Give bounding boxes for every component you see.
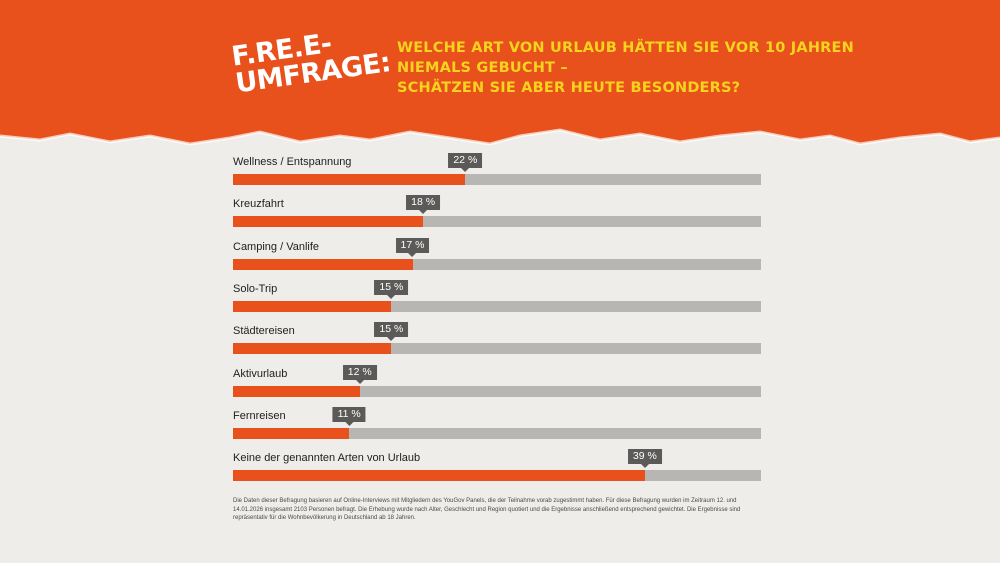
bar	[233, 216, 424, 228]
survey-question: WELCHE ART VON URLAUB HÄTTEN SIE VOR 10 …	[397, 38, 854, 98]
category-label: Keine der genannten Arten von Urlaub	[233, 452, 421, 465]
value-label: 18 %	[406, 195, 441, 215]
value-label: 22 %	[448, 153, 483, 172]
bar-track	[233, 470, 761, 482]
category-label: Kreuzfahrt	[233, 198, 284, 211]
bar	[233, 300, 392, 312]
category-label: Solo-Trip	[233, 282, 278, 295]
bar-row: Städtereisen 15 %	[233, 319, 761, 359]
header-banner	[0, 0, 1000, 150]
question-line-1: WELCHE ART VON URLAUB HÄTTEN SIE VOR 10 …	[397, 40, 854, 56]
bar-track	[233, 174, 761, 185]
bar-track	[233, 385, 761, 397]
value-label: 39 %	[627, 449, 662, 469]
bar-row: Fernreisen 11 %	[233, 404, 761, 444]
value-label: 11 %	[332, 406, 366, 426]
category-label: Camping / Vanlife	[233, 240, 320, 253]
bar	[233, 258, 413, 270]
bar-track	[233, 216, 761, 228]
bar-track	[233, 258, 761, 270]
bar-track	[233, 427, 761, 439]
category-label: Aktivurlaub	[233, 367, 288, 380]
bar	[233, 343, 392, 355]
bar	[233, 427, 350, 439]
bar-row: Camping / Vanlife 17 %	[233, 235, 761, 275]
question-line-3: SCHÄTZEN SIE ABER HEUTE BESONDERS?	[397, 80, 741, 96]
bar-row: Keine der genannten Arten von Urlaub 39 %	[233, 446, 761, 486]
category-label: Städtereisen	[233, 325, 295, 338]
bar-row: Kreuzfahrt 18 %	[233, 192, 761, 232]
value-label: 17 %	[395, 237, 430, 257]
bar-track	[233, 300, 761, 312]
bar-row: Aktivurlaub 12 %	[233, 362, 761, 402]
question-line-2: NIEMALS GEBUCHT –	[397, 60, 568, 76]
category-label: Wellness / Entspannung	[233, 156, 352, 168]
torn-paper-edge	[0, 128, 1000, 168]
category-label: Fernreisen	[233, 409, 286, 422]
value-label: 12 %	[342, 364, 377, 384]
value-label: 15 %	[374, 322, 409, 342]
bar-row: Wellness / Entspannung 22 %	[233, 150, 761, 190]
bar	[233, 174, 466, 185]
methodology-footnote: Die Daten dieser Befragung basieren auf …	[233, 498, 741, 521]
bar	[233, 470, 645, 482]
bar-track	[233, 343, 761, 355]
bar	[233, 385, 360, 397]
bar-chart: Wellness / Entspannung 22 % Kreuzfahrt 18 %…	[233, 150, 761, 490]
value-label: 15 %	[374, 279, 409, 299]
bar-row: Solo-Trip 15 %	[233, 277, 761, 317]
